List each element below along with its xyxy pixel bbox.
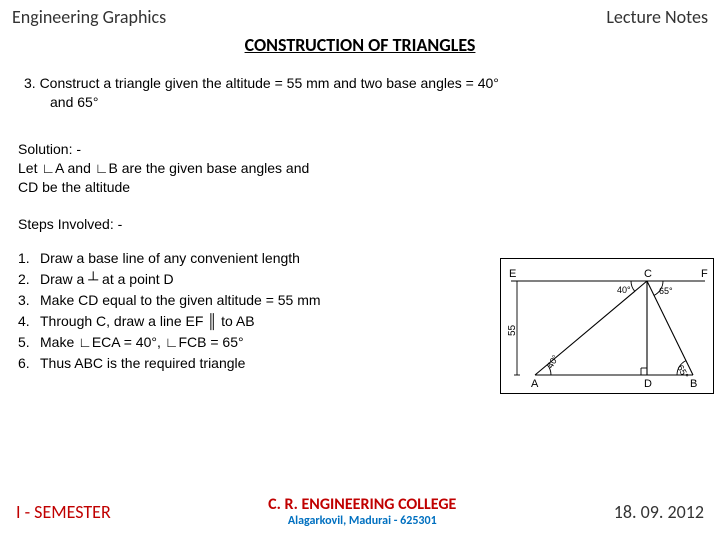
college-address: Alagarkovil, Madurai - 625301 xyxy=(111,514,614,528)
footer: I - SEMESTER C. R. ENGINEERING COLLEGE A… xyxy=(0,495,720,528)
svg-text:F: F xyxy=(701,268,708,280)
step-text: Thus ABC is the required triangle xyxy=(40,355,245,371)
problem-statement: 3. Construct a triangle given the altitu… xyxy=(0,56,720,112)
page-title: CONSTRUCTION OF TRIANGLES xyxy=(0,34,720,56)
step-text: Make ∟ECA = 40°, ∟FCB = 65° xyxy=(40,334,244,350)
college-block: C. R. ENGINEERING COLLEGE Alagarkovil, M… xyxy=(111,495,614,528)
svg-text:C: C xyxy=(644,268,652,280)
header-right: Lecture Notes xyxy=(606,6,708,28)
svg-text:D: D xyxy=(644,378,652,390)
solution-block: Solution: - Let ∟A and ∟B are the given … xyxy=(0,112,720,197)
svg-text:E: E xyxy=(509,268,516,280)
problem-line1: 3. Construct a triangle given the altitu… xyxy=(24,74,696,93)
solution-l1: Solution: - xyxy=(18,140,696,159)
svg-text:40°: 40° xyxy=(617,285,631,295)
step-text: Draw a base line of any convenient lengt… xyxy=(40,250,300,266)
svg-text:B: B xyxy=(690,378,697,390)
svg-text:55: 55 xyxy=(507,324,518,336)
step-text: Draw a ┴ at a point D xyxy=(40,271,174,287)
solution-l2: Let ∟A and ∟B are the given base angles … xyxy=(18,159,696,178)
problem-line2: and 65° xyxy=(24,93,696,112)
step-text: Make CD equal to the given altitude = 55… xyxy=(40,292,321,308)
date-label: 18. 09. 2012 xyxy=(614,501,704,523)
svg-text:65°: 65° xyxy=(659,286,673,296)
svg-text:A: A xyxy=(531,378,539,390)
triangle-figure: 55ECFADB40°65°40°65° xyxy=(500,258,714,394)
college-name: C. R. ENGINEERING COLLEGE xyxy=(111,495,614,514)
step-text: Through C, draw a line EF ║ to AB xyxy=(40,313,255,329)
solution-l3: CD be the altitude xyxy=(18,178,696,197)
header-left: Engineering Graphics xyxy=(12,6,166,28)
semester-label: I - SEMESTER xyxy=(16,501,111,523)
steps-label: Steps Involved: - xyxy=(0,196,720,232)
